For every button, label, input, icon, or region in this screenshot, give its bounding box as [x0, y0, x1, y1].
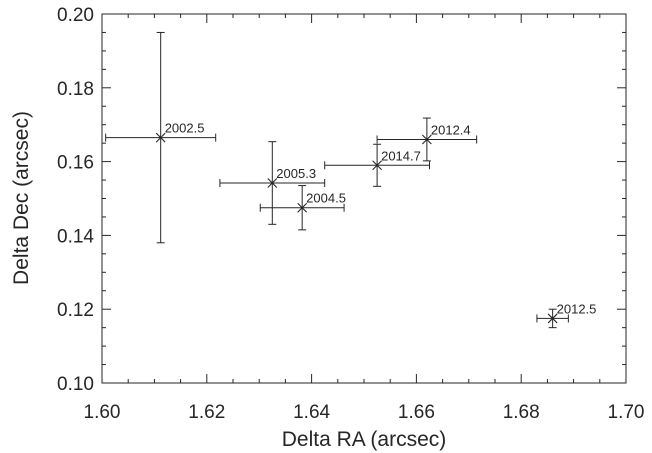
star-marker [155, 132, 166, 143]
point-label: 2002.5 [165, 121, 205, 136]
x-tick-label: 1.70 [608, 402, 645, 423]
star-marker [372, 160, 382, 171]
x-tick-label: 1.62 [188, 402, 225, 423]
x-tick-label: 1.60 [84, 402, 121, 423]
x-tick-label: 1.64 [293, 402, 330, 423]
data-point: 2005.3 [219, 141, 326, 225]
point-label: 2004.5 [306, 191, 346, 206]
tick-labels: 1.60 1.62 1.64 1.66 1.68 1.70 0.10 0.12 0.14 0.16… [57, 5, 644, 423]
point-label: 2005.3 [276, 166, 316, 181]
star-marker [547, 313, 558, 324]
y-tick-label: 0.20 [57, 5, 94, 26]
point-label: 2012.5 [557, 301, 597, 316]
plot-frame [101, 13, 627, 384]
y-tick-label: 0.14 [57, 226, 94, 247]
point-label: 2014.7 [381, 148, 421, 163]
data-point: 2002.5 [105, 31, 217, 244]
y-tick-label: 0.10 [57, 374, 94, 395]
y-tick-label: 0.12 [57, 300, 94, 321]
x-tick-label: 1.68 [503, 402, 540, 423]
point-label: 2012.4 [431, 122, 471, 137]
x-tick-label: 1.66 [398, 402, 435, 423]
star-marker [267, 178, 278, 188]
star-marker [421, 134, 432, 145]
data-point: 2012.5 [536, 301, 597, 329]
y-tick-label: 0.16 [57, 153, 94, 174]
data-point: 2012.4 [376, 117, 478, 162]
star-marker [297, 202, 308, 213]
y-tick-label: 0.18 [57, 79, 94, 100]
axis-ticks [101, 13, 627, 384]
data-point: 2014.7 [324, 143, 430, 187]
data-point: 2004.5 [259, 185, 346, 231]
data-points: 2002.5 2005.3 2004.5 2014.7 2012.4 2012.5 [105, 31, 597, 329]
y-axis-label: Delta Dec (arcsec) [10, 111, 33, 285]
x-axis-label: Delta RA (arcsec) [282, 428, 447, 451]
